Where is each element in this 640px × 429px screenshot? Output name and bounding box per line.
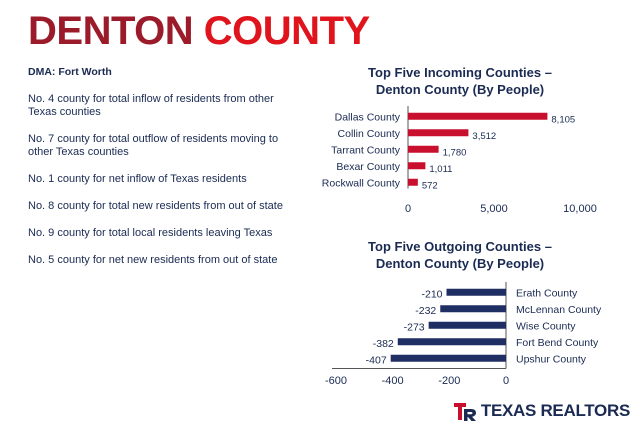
data-label: -382 — [373, 338, 394, 350]
stat-item: No. 1 county for net inflow of Texas res… — [28, 173, 247, 185]
title-part-1: DENTON — [28, 9, 194, 53]
bar — [408, 145, 439, 153]
category-label: Upshur County — [516, 353, 587, 365]
category-label: Dallas County — [335, 111, 401, 123]
title-part-2: COUNTY — [203, 9, 370, 53]
outgoing-chart-title: Top Five Outgoing Counties – Denton Coun… — [330, 238, 590, 272]
page-title: DENTON COUNTY — [28, 6, 370, 56]
outgoing-counties-chart: -210 Erath County -232 McLennan County -273 W… — [325, 282, 602, 387]
category-label: Tarrant County — [331, 144, 401, 156]
category-label: Collin County — [338, 128, 401, 140]
data-label: 8,105 — [551, 114, 575, 125]
bar — [408, 178, 418, 186]
bar — [428, 321, 506, 329]
x-tick-label: 10,000 — [563, 203, 597, 215]
outgoing-title-line-2: Denton County (By People) — [375, 256, 545, 271]
x-tick-label: -200 — [438, 375, 460, 387]
tr-logo-icon — [453, 403, 476, 421]
dma-label: DMA: Fort Worth — [28, 66, 112, 78]
bar — [408, 112, 548, 120]
incoming-chart-title: Top Five Incoming Counties – Denton Coun… — [330, 64, 590, 98]
incoming-title-line-1: Top Five Incoming Counties – — [368, 65, 552, 80]
stat-item: No. 7 county for total outflow of reside… — [28, 133, 279, 158]
stat-item: No. 4 county for total inflow of residen… — [28, 93, 274, 118]
data-label: -273 — [404, 321, 425, 333]
category-label: McLennan County — [516, 304, 602, 316]
category-label: Bexar County — [336, 161, 400, 173]
stats-panel: DMA: Fort Worth No. 4 county for total i… — [28, 66, 288, 281]
bar — [408, 129, 469, 137]
category-label: Wise County — [516, 320, 576, 332]
category-label: Fort Bend County — [516, 337, 599, 349]
category-label: Rockwall County — [322, 177, 401, 189]
bar — [440, 305, 506, 313]
incoming-title-line-2: Denton County (By People) — [375, 82, 545, 97]
bar — [408, 162, 426, 170]
stat-item: No. 9 county for total local residents l… — [28, 227, 273, 239]
data-label: -407 — [366, 354, 387, 366]
data-label: 572 — [422, 180, 438, 191]
stat-item: No. 8 county for total new residents fro… — [28, 200, 283, 212]
data-label: -210 — [421, 288, 442, 300]
category-label: Erath County — [516, 287, 578, 299]
bar — [397, 338, 506, 346]
logo-text: TEXAS REALTORS — [480, 401, 630, 420]
x-tick-label: 0 — [405, 203, 411, 215]
data-label: -232 — [415, 305, 436, 317]
x-tick-label: 5,000 — [480, 203, 508, 215]
x-tick-label: -400 — [382, 375, 404, 387]
texas-realtors-logo: TEXAS REALTORS — [453, 399, 630, 423]
outgoing-title-line-1: Top Five Outgoing Counties – — [368, 239, 552, 254]
stat-item: No. 5 county for net new residents from … — [28, 254, 278, 266]
x-tick-label: -600 — [325, 375, 347, 387]
data-label: 1,011 — [429, 164, 452, 175]
data-label: 3,512 — [472, 131, 496, 142]
incoming-counties-chart: Dallas County 8,105 Collin County 3,512 Tarr… — [322, 106, 597, 215]
bar — [390, 354, 506, 362]
x-tick-label: 0 — [503, 375, 509, 387]
bar — [446, 288, 506, 296]
data-label: 1,780 — [443, 147, 467, 158]
